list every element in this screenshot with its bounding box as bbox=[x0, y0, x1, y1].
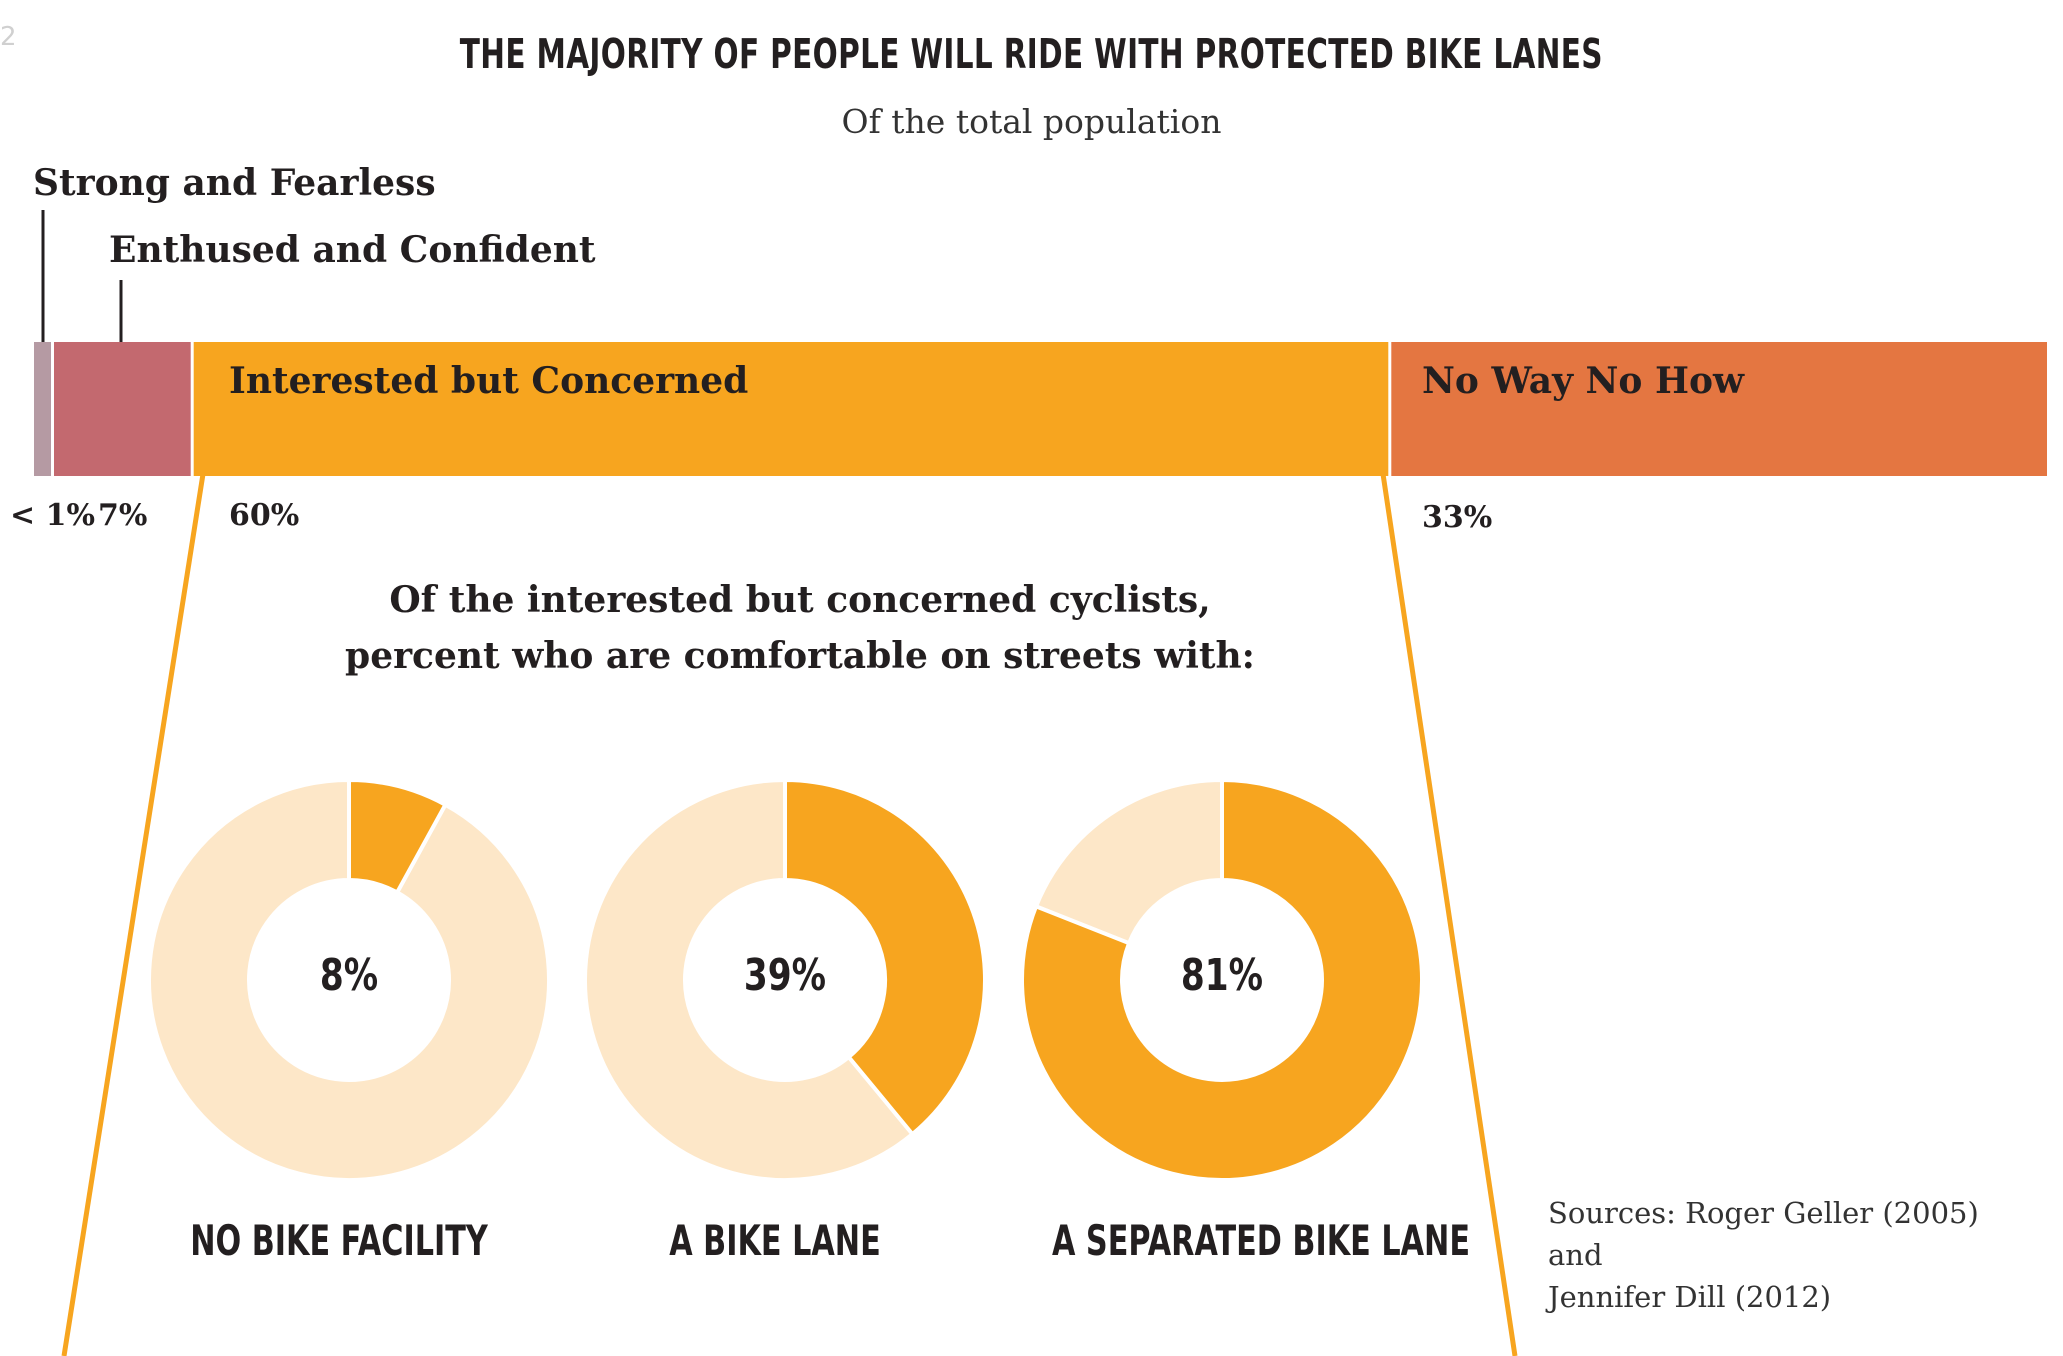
bar-segment-enthused-and-confident bbox=[54, 342, 191, 476]
donut-a-bike-lane bbox=[582, 777, 987, 1182]
donut-slice-comfortable bbox=[783, 777, 987, 1137]
donut-slice-remainder bbox=[1033, 777, 1224, 946]
bar-segment-no-way-no-how bbox=[1391, 342, 2047, 476]
value-label-strong-and-fearless: < 1% bbox=[10, 498, 95, 533]
donut-section-title-line-1: Of the interested but concerned cyclists… bbox=[389, 579, 1211, 621]
donut-value-a-bike-lane: 39% bbox=[743, 950, 827, 1001]
segment-label-strong-and-fearless: Strong and Fearless bbox=[33, 162, 436, 204]
donut-no-bike-facility bbox=[147, 777, 551, 1182]
sources-line-1: Sources: Roger Geller (2005) and bbox=[1548, 1196, 1979, 1272]
funnel-line-right bbox=[1380, 473, 1518, 1356]
value-label-no-way-no-how: 33% bbox=[1422, 500, 1493, 535]
value-label-enthused-and-confident: 7% bbox=[98, 498, 148, 533]
page-number: 2 bbox=[0, 22, 17, 52]
sources-line-2: Jennifer Dill (2012) bbox=[1548, 1280, 1832, 1314]
value-label-interested-but-concerned: 60% bbox=[229, 498, 300, 533]
donut-slice-remainder bbox=[147, 777, 551, 1182]
chart-subtitle: Of the total population bbox=[841, 102, 1222, 141]
segment-label-enthused-and-confident: Enthused and Confident bbox=[109, 229, 596, 271]
sources-note: Sources: Roger Geller (2005) and Jennife… bbox=[1548, 1192, 2008, 1318]
donut-a-separated-bike-lane bbox=[1020, 777, 1424, 1182]
donut-slice-comfortable bbox=[1020, 777, 1424, 1182]
donut-value-a-separated-bike-lane: 81% bbox=[1180, 950, 1264, 1001]
segment-label-no-way-no-how: No Way No How bbox=[1422, 360, 1744, 402]
donut-slice-remainder bbox=[582, 777, 916, 1182]
chart-title: THE MAJORITY OF PEOPLE WILL RIDE WITH PR… bbox=[459, 30, 1603, 78]
category-label-a-separated-bike-lane: A SEPARATED BIKE LANE bbox=[1052, 1216, 1470, 1265]
donut-section-title-line-2: percent who are comfortable on streets w… bbox=[345, 635, 1255, 677]
category-label-a-bike-lane: A BIKE LANE bbox=[669, 1216, 881, 1265]
category-label-no-bike-facility: NO BIKE FACILITY bbox=[190, 1216, 488, 1265]
segment-label-interested-but-concerned: Interested but Concerned bbox=[229, 360, 749, 402]
donut-section-title: Of the interested but concerned cyclists… bbox=[300, 572, 1300, 684]
donut-slice-comfortable bbox=[347, 777, 449, 896]
bar-segment-strong-and-fearless bbox=[34, 342, 51, 476]
funnel-line-left bbox=[61, 473, 206, 1356]
donut-value-no-bike-facility: 8% bbox=[319, 950, 379, 1001]
bar-segment-interested-but-concerned bbox=[193, 342, 1389, 476]
